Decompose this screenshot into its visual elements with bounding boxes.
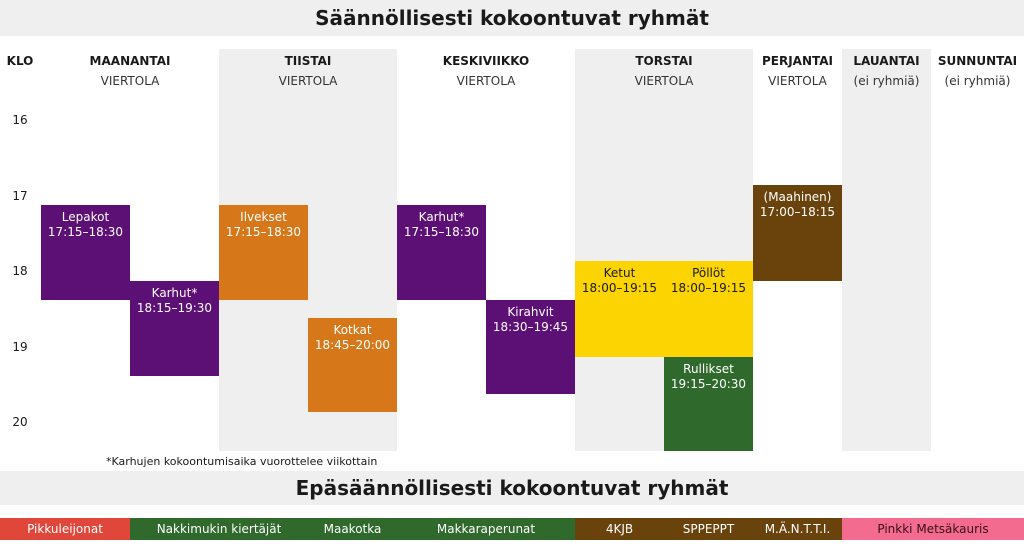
event-time: 18:45–20:00 (314, 338, 391, 352)
event-name: Kotkat (333, 323, 372, 337)
event-name: Rullikset (683, 362, 734, 376)
day-header-monday: MAANANTAI (89, 54, 171, 68)
day-header-saturday: LAUANTAI (853, 54, 920, 68)
group-chip-sppeppt[interactable]: SPPEPPT (664, 518, 753, 540)
group-chip-makkaraperunat[interactable]: Makkaraperunat (397, 518, 575, 540)
day-location-saturday: (ei ryhmiä) (853, 74, 920, 88)
event-name: Ketut (603, 266, 636, 280)
day-header-sunday: SUNNUNTAI (937, 54, 1018, 68)
day-header-friday: PERJANTAI (761, 54, 834, 68)
event-ilvekset[interactable]: Ilvekset 17:15–18:30 (219, 205, 308, 300)
event-name: Kirahvit (507, 305, 554, 319)
event-time: 17:15–18:30 (403, 225, 480, 239)
event-time: 18:00–19:15 (670, 281, 747, 295)
hour-label: 17 (12, 189, 28, 203)
event-kirahvit[interactable]: Kirahvit 18:30–19:45 (486, 300, 575, 394)
hour-label: 20 (12, 415, 28, 429)
event-lepakot[interactable]: Lepakot 17:15–18:30 (41, 205, 130, 300)
event-name: Karhut* (418, 210, 465, 224)
event-time: 18:30–19:45 (492, 320, 569, 334)
day-location-wednesday: VIERTOLA (456, 74, 516, 88)
event-rullikset[interactable]: Rullikset 19:15–20:30 (664, 357, 753, 451)
event-name: Pöllöt (692, 266, 725, 280)
footnote: *Karhujen kokoontumisaika vuorottelee vi… (106, 455, 378, 468)
event-time: 18:15–19:30 (136, 301, 213, 315)
event-time: 17:15–18:30 (225, 225, 302, 239)
event-kotkat[interactable]: Kotkat 18:45–20:00 (308, 318, 397, 412)
saturday-column-bg (842, 49, 931, 451)
regular-groups-title: Säännöllisesti kokoontuvat ryhmät (0, 0, 1024, 36)
day-header-tuesday: TIISTAI (284, 54, 332, 68)
event-ketut[interactable]: Ketut 18:00–19:15 (575, 261, 664, 357)
event-name: Ilvekset (240, 210, 287, 224)
event-time: 19:15–20:30 (670, 377, 747, 391)
group-chip-pinkki-metsakauris[interactable]: Pinkki Metsäkauris (842, 518, 1024, 540)
day-location-thursday: VIERTOLA (634, 74, 694, 88)
group-chip-pikkuleijonat[interactable]: Pikkuleijonat (0, 518, 130, 540)
hour-label: 19 (12, 340, 28, 354)
group-chip-mantti[interactable]: M.Ä.N.T.T.I. (753, 518, 842, 540)
event-name: (Maahinen) (763, 190, 832, 204)
klo-label: KLO (6, 54, 34, 68)
event-time: 18:00–19:15 (581, 281, 658, 295)
day-header-thursday: TORSTAI (635, 54, 693, 68)
event-time: 17:15–18:30 (47, 225, 124, 239)
day-location-monday: VIERTOLA (100, 74, 160, 88)
irregular-groups-title: Epäsäännöllisesti kokoontuvat ryhmät (0, 471, 1024, 505)
event-karhut-wednesday[interactable]: Karhut* 17:15–18:30 (397, 205, 486, 300)
event-maahinen[interactable]: (Maahinen) 17:00–18:15 (753, 185, 842, 281)
day-location-sunday: (ei ryhmiä) (944, 74, 1011, 88)
event-time: 17:00–18:15 (759, 205, 836, 219)
day-location-friday: VIERTOLA (768, 74, 827, 88)
event-name: Lepakot (61, 210, 110, 224)
day-location-tuesday: VIERTOLA (278, 74, 338, 88)
group-chip-maakotka[interactable]: Maakotka (308, 518, 397, 540)
event-karhut-monday[interactable]: Karhut* 18:15–19:30 (130, 281, 219, 376)
hour-label: 18 (12, 264, 28, 278)
group-chip-nakkimukin-kiertajat[interactable]: Nakkimukin kiertäjät (130, 518, 308, 540)
day-header-wednesday: KESKIVIIKKO (442, 54, 530, 68)
event-name: Karhut* (151, 286, 198, 300)
hour-label: 16 (12, 113, 28, 127)
event-pollot[interactable]: Pöllöt 18:00–19:15 (664, 261, 753, 357)
group-chip-4kjb[interactable]: 4KJB (575, 518, 664, 540)
